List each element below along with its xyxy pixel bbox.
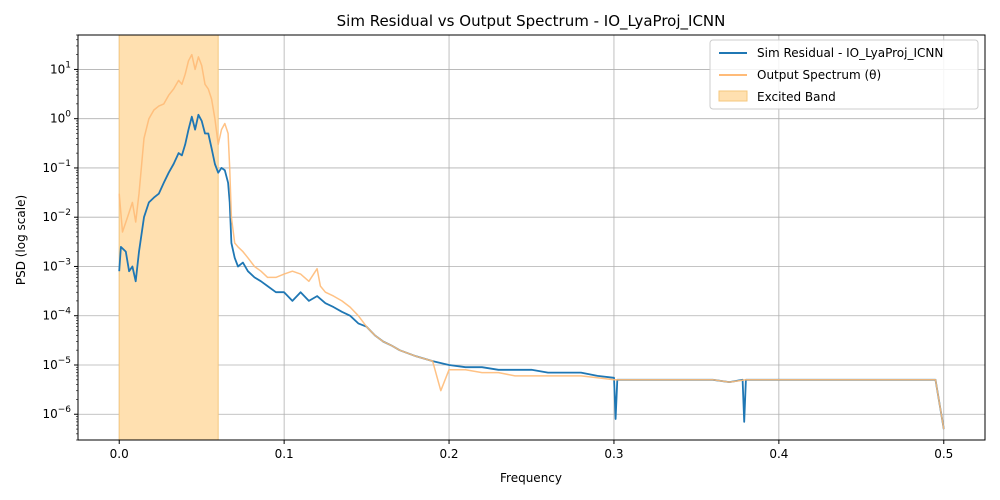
series-line-sim-residual (118, 113, 945, 430)
legend-frame (709, 39, 979, 110)
y-tick-label: 10−6 (42, 405, 71, 421)
y-tick-label: 100 (50, 110, 71, 126)
x-tick-label: 0.3 (604, 447, 623, 461)
x-tick-label: 0.1 (275, 447, 294, 461)
x-tick-label: 0.0 (110, 447, 129, 461)
excited-band-region (118, 34, 219, 441)
series-line-output-spectrum (118, 53, 945, 430)
y-axis: 10−6 10−5 10−4 10−3 10−2 10−1 100 101 (42, 34, 78, 441)
legend-swatch-excited-band (718, 90, 748, 102)
y-tick-label: 10−3 (42, 257, 71, 273)
y-tick-label: 10−4 (42, 307, 71, 323)
x-tick-label: 0.2 (439, 447, 458, 461)
axes-frame (77, 34, 986, 441)
x-axis: 0.0 0.1 0.2 0.3 0.4 0.5 (110, 440, 953, 461)
legend-label-excited-band: Excited Band (757, 90, 836, 104)
y-tick-label: 101 (50, 60, 71, 76)
series-layer (118, 53, 945, 430)
y-tick-label: 10−5 (42, 356, 71, 372)
legend: Sim Residual - IO_LyaProj_ICNN Output Sp… (709, 39, 979, 110)
y-tick-label: 10−1 (42, 159, 71, 175)
chart-title: Sim Residual vs Output Spectrum - IO_Lya… (337, 12, 726, 31)
y-tick-label: 10−2 (42, 208, 71, 224)
y-axis-label: PSD (log scale) (14, 195, 28, 285)
x-axis-label: Frequency (500, 471, 562, 485)
x-tick-label: 0.5 (934, 447, 953, 461)
legend-label-sim-residual: Sim Residual - IO_LyaProj_ICNN (757, 46, 943, 60)
x-tick-label: 0.4 (769, 447, 788, 461)
legend-label-output-spectrum: Output Spectrum (θ) (757, 68, 881, 82)
